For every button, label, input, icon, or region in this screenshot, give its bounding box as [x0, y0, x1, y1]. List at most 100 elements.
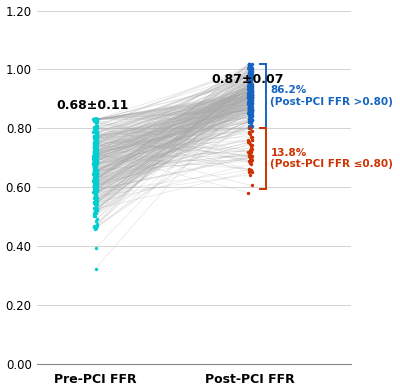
Point [247, 92, 253, 98]
Point [248, 88, 254, 94]
Point [91, 149, 98, 155]
Point [94, 180, 100, 186]
Point [94, 147, 100, 154]
Point [246, 85, 253, 91]
Point [247, 112, 254, 118]
Point [93, 154, 100, 160]
Point [246, 104, 253, 111]
Point [246, 167, 252, 173]
Point [246, 152, 252, 158]
Point [94, 137, 100, 143]
Point [90, 152, 97, 159]
Point [91, 187, 98, 193]
Point [245, 73, 252, 79]
Point [246, 97, 252, 103]
Point [90, 150, 97, 156]
Point [246, 91, 252, 97]
Point [247, 105, 253, 111]
Point [94, 207, 100, 213]
Point [94, 151, 100, 157]
Point [91, 158, 97, 165]
Point [93, 130, 99, 136]
Point [92, 198, 98, 204]
Point [93, 116, 100, 123]
Point [248, 104, 254, 111]
Point [93, 130, 99, 136]
Point [94, 125, 100, 131]
Point [93, 151, 99, 157]
Point [93, 146, 99, 152]
Point [91, 171, 97, 177]
Point [92, 157, 98, 163]
Point [91, 182, 97, 188]
Point [94, 187, 100, 193]
Point [92, 116, 98, 123]
Point [245, 107, 252, 114]
Point [94, 123, 100, 129]
Point [91, 224, 97, 230]
Point [92, 153, 99, 159]
Point [248, 155, 254, 161]
Point [247, 131, 253, 137]
Point [91, 158, 97, 164]
Point [246, 119, 252, 125]
Point [92, 176, 98, 182]
Point [94, 206, 100, 212]
Point [93, 206, 100, 212]
Point [91, 145, 98, 151]
Point [92, 196, 99, 203]
Point [246, 101, 253, 107]
Point [91, 167, 98, 174]
Point [94, 131, 100, 137]
Point [249, 95, 255, 102]
Point [94, 140, 100, 146]
Point [93, 163, 99, 169]
Point [90, 184, 97, 190]
Point [247, 105, 253, 111]
Point [248, 71, 255, 77]
Point [248, 96, 254, 102]
Point [246, 99, 253, 105]
Point [91, 181, 97, 188]
Point [246, 79, 252, 85]
Point [92, 192, 99, 199]
Point [93, 140, 99, 147]
Point [93, 116, 100, 123]
Point [91, 153, 98, 160]
Point [92, 181, 99, 187]
Point [248, 75, 255, 82]
Point [246, 115, 252, 122]
Point [248, 153, 255, 159]
Point [246, 87, 252, 93]
Point [92, 176, 98, 182]
Point [94, 207, 100, 213]
Point [91, 209, 97, 216]
Point [93, 149, 100, 155]
Point [246, 101, 252, 107]
Point [248, 107, 255, 113]
Point [248, 93, 255, 100]
Point [91, 116, 97, 123]
Point [249, 65, 255, 72]
Point [93, 150, 100, 156]
Point [91, 135, 97, 141]
Point [247, 99, 253, 105]
Point [248, 92, 255, 98]
Point [249, 92, 255, 98]
Point [248, 68, 255, 74]
Point [246, 80, 252, 86]
Point [93, 162, 100, 168]
Point [248, 108, 254, 114]
Point [246, 60, 252, 67]
Point [92, 175, 98, 181]
Point [246, 104, 252, 110]
Point [248, 108, 255, 114]
Point [93, 188, 100, 194]
Point [248, 99, 255, 105]
Point [92, 180, 99, 186]
Point [248, 117, 255, 123]
Point [93, 144, 99, 151]
Point [93, 152, 99, 159]
Point [90, 152, 97, 159]
Point [248, 92, 254, 98]
